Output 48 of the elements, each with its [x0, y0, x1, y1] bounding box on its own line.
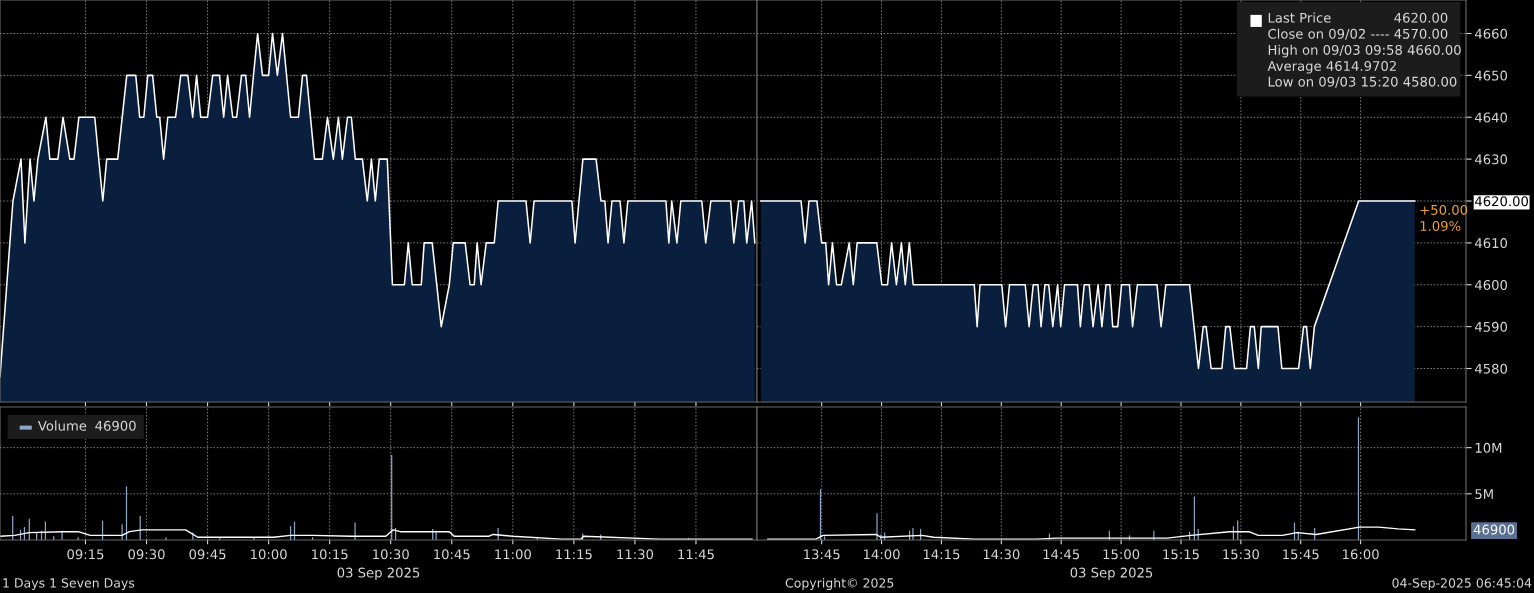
y-tick-label: 4610: [1474, 238, 1508, 249]
x-tick-label: 11:15: [556, 549, 592, 560]
y-tick-label: 4580: [1474, 363, 1508, 374]
x-tick-label: 14:15: [923, 549, 960, 560]
legend-label: Last Price: [1268, 12, 1331, 23]
annotation: +50.00: [1420, 204, 1468, 215]
annotation: 46900: [95, 420, 136, 431]
annotation: High on 09/03 09:58 4660.00: [1268, 44, 1461, 58]
x-tick-label: 15:00: [1103, 549, 1140, 560]
annotation: 4620.00: [1394, 12, 1448, 23]
x-axis-title: 03 Sep 2025: [1070, 567, 1153, 581]
x-tick-label: 11:30: [617, 549, 654, 560]
legend-label: Volume: [37, 420, 87, 431]
annotation: Average 4614.9702: [1267, 60, 1396, 74]
annotation: Low on 09/03 15:20 4580.00: [1268, 76, 1457, 88]
x-tick-label: 10:15: [312, 549, 348, 560]
x-tick-label: 09:15: [67, 549, 104, 560]
x-tick-label: 15:30: [1223, 549, 1259, 560]
x-tick-label: 10:45: [434, 549, 470, 560]
y-tick-label: 5M: [1475, 489, 1493, 500]
y-tick-label: 4620.00: [1474, 196, 1529, 207]
x-tick-label: 09:45: [189, 549, 226, 560]
x-tick-label: 09:30: [128, 549, 165, 560]
y-tick-label: 4630: [1474, 154, 1508, 165]
text: 04-Sep-2025 06:45:04: [1392, 578, 1532, 591]
x-tick-label: 11:45: [678, 549, 714, 560]
x-tick-label: 16:00: [1343, 549, 1379, 560]
text: 1 Days 1 Seven Days: [3, 578, 135, 591]
x-tick-label: 14:00: [863, 549, 900, 560]
x-tick-label: 11:00: [495, 549, 531, 560]
y-tick-label: 4640: [1474, 112, 1508, 123]
y-tick-label: 4660: [1474, 28, 1508, 39]
x-tick-label: 10:00: [251, 549, 287, 560]
x-axis-title: 03 Sep 2025: [337, 567, 420, 581]
y-tick-label: 10M: [1475, 442, 1502, 453]
x-tick-label: 10:30: [373, 549, 409, 560]
y-tick-label: 4590: [1474, 321, 1508, 332]
x-tick-label: 14:45: [1043, 549, 1080, 560]
text: 46900: [1473, 524, 1515, 535]
y-tick-label: 4600: [1474, 279, 1508, 290]
x-tick-label: 14:30: [983, 549, 1020, 560]
y-tick-label: 4650: [1474, 70, 1508, 81]
x-tick-label: 15:15: [1163, 549, 1199, 560]
x-tick-label: 15:45: [1283, 549, 1319, 560]
text: Copyright© 2025: [785, 577, 894, 591]
annotation: 1.09%: [1420, 220, 1461, 231]
x-tick-label: 13:45: [804, 549, 840, 560]
annotation: Close on 09/02 ---- 4570.00: [1268, 28, 1448, 40]
